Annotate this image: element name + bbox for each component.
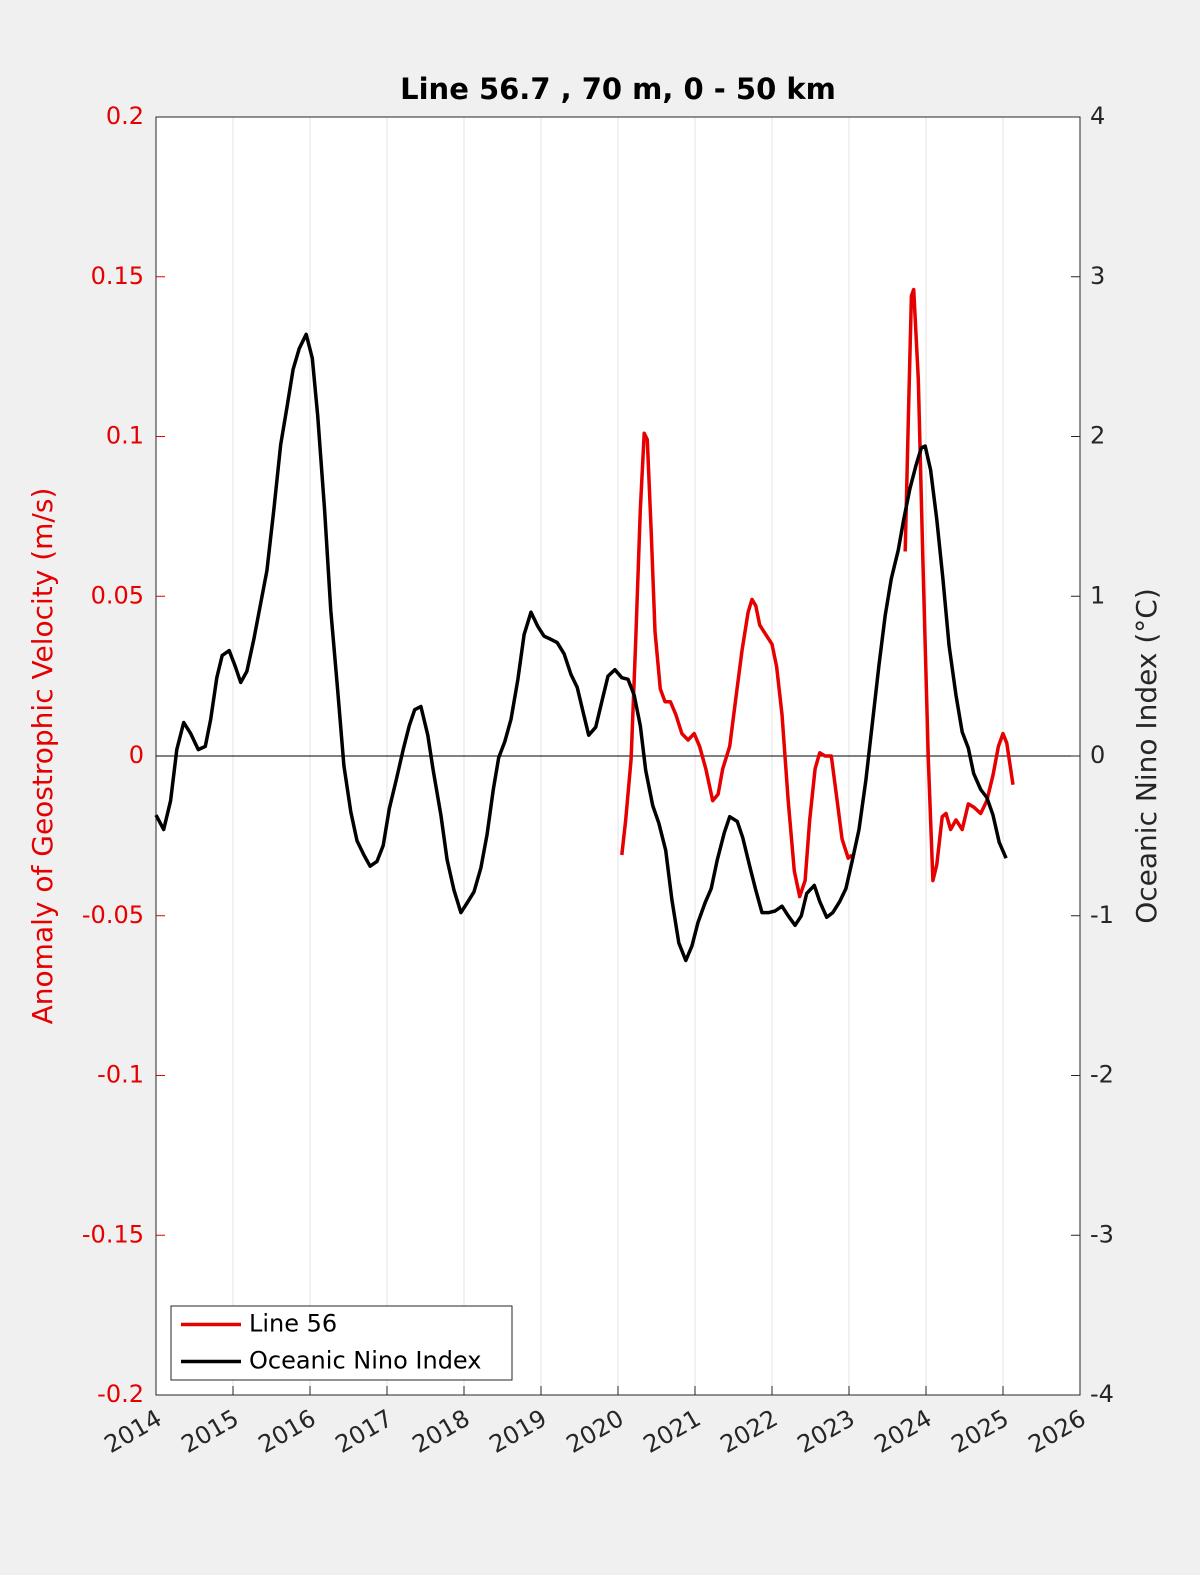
y2-tick-label: -2: [1090, 1061, 1114, 1089]
legend-label: Line 56: [249, 1310, 337, 1338]
series-line: [154, 332, 1008, 963]
chart-title: Line 56.7 , 70 m, 0 - 50 km: [400, 72, 836, 106]
legend-box: [170, 1305, 513, 1381]
y2-tick-label: -3: [1090, 1220, 1114, 1248]
x-tick-label: 2018: [408, 1404, 475, 1459]
x-tick-label: 2023: [793, 1404, 860, 1459]
y2-tick-label: -4: [1090, 1380, 1114, 1408]
x-tick-label: 2026: [1024, 1404, 1091, 1459]
x-tick-label: 2021: [639, 1404, 706, 1459]
x-tick-label: 2020: [562, 1404, 629, 1459]
x-tick-label: 2022: [716, 1404, 783, 1459]
y2-tick-label: 4: [1090, 102, 1105, 130]
y2-tick-label: -1: [1090, 901, 1114, 929]
x-tick-label: 2017: [331, 1404, 398, 1459]
x-tick-label: 2016: [254, 1404, 321, 1459]
y-tick-label: -0.05: [82, 901, 144, 929]
x-tick-label: 2014: [100, 1404, 167, 1459]
x-tick-label: 2019: [485, 1404, 552, 1459]
plot-frame: [155, 116, 1081, 1396]
x-tick-label: 2015: [177, 1404, 244, 1459]
y2-axis-label: Oceanic Nino Index (°C): [1130, 588, 1163, 924]
series-line: [620, 287, 1015, 899]
y-tick-label: 0: [129, 741, 144, 769]
y-tick-label: -0.15: [82, 1220, 144, 1248]
y-tick-label: -0.1: [97, 1061, 144, 1089]
y2-tick-label: 3: [1090, 262, 1105, 290]
y-tick-label: 0.05: [91, 581, 144, 609]
y2-tick-label: 0: [1090, 741, 1105, 769]
y-tick-label: 0.1: [106, 422, 144, 450]
y2-tick-label: 2: [1090, 422, 1105, 450]
y-tick-label: -0.2: [97, 1380, 144, 1408]
x-tick-label: 2025: [947, 1404, 1014, 1459]
legend-label: Oceanic Nino Index: [249, 1347, 481, 1375]
y-tick-label: 0.2: [106, 102, 144, 130]
y-tick-label: 0.15: [91, 262, 144, 290]
x-tick-label: 2024: [870, 1404, 937, 1459]
y2-tick-label: 1: [1090, 581, 1105, 609]
y-axis-label: Anomaly of Geostrophic Velocity (m/s): [26, 488, 59, 1025]
